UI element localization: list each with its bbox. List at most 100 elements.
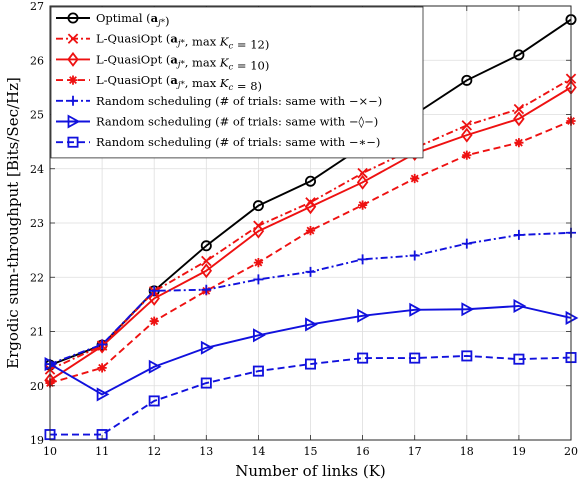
data-point: [461, 74, 473, 86]
y-tick-label: 20: [30, 380, 44, 393]
data-point: [200, 340, 214, 355]
x-tick-label: 20: [564, 445, 578, 458]
y-tick-label: 22: [30, 271, 44, 284]
legend-item: L-QuasiOpt (aj*, max Kc = 12): [56, 32, 269, 52]
data-point: [252, 365, 264, 377]
y-tick-label: 24: [30, 163, 44, 176]
data-point: [357, 308, 370, 323]
legend: Optimal (aj*) L-QuasiOpt (aj*, max Kc = 1…: [50, 6, 424, 159]
x-tick-label: 13: [199, 445, 213, 458]
legend-item: Random scheduling (# of trials: same wit…: [56, 94, 382, 108]
series-4: [45, 116, 576, 388]
legend-label: Random scheduling (# of trials: same wit…: [96, 94, 382, 108]
y-tick-label: 27: [30, 0, 44, 13]
series-line: [49, 86, 572, 382]
data-point: [200, 240, 212, 252]
x-tick-label: 14: [251, 445, 265, 458]
y-tick-label: 19: [30, 434, 44, 447]
data-point: [97, 363, 107, 373]
y-tick-label: 25: [30, 109, 44, 122]
data-point: [304, 358, 316, 370]
data-point: [148, 395, 160, 407]
legend-item: Optimal (aj*): [56, 11, 170, 28]
data-point: [149, 285, 160, 296]
legend-label: L-QuasiOpt (aj*, max Kc = 10): [96, 52, 269, 72]
legend-label: Optimal (aj*): [96, 11, 170, 28]
data-point: [253, 274, 264, 285]
x-tick-label: 18: [460, 445, 474, 458]
data-point: [409, 250, 420, 261]
data-point: [304, 175, 316, 187]
data-point: [409, 302, 423, 317]
legend-marker: [67, 33, 79, 44]
legend-item: L-QuasiOpt (aj*, max Kc = 10): [56, 51, 269, 72]
x-tick-label: 17: [408, 445, 422, 458]
data-point: [461, 120, 473, 131]
legend-label: L-QuasiOpt (aj*, max Kc = 12): [96, 32, 269, 52]
data-point: [513, 298, 527, 314]
y-tick-label: 26: [30, 54, 44, 67]
legend-label: Random scheduling (# of trials: same wit…: [96, 135, 380, 149]
data-point: [358, 200, 368, 210]
data-point: [513, 229, 524, 240]
legend-marker: [67, 136, 79, 148]
x-tick-label: 10: [43, 445, 57, 458]
legend-item: Random scheduling (# of trials: same wit…: [56, 114, 378, 129]
legend-item: L-QuasiOpt (aj*, max Kc = 8): [56, 73, 262, 93]
legend-marker: [67, 114, 81, 129]
legend-label: L-QuasiOpt (aj*, max Kc = 8): [96, 73, 262, 93]
x-tick-label: 15: [304, 445, 318, 458]
legend-marker: [68, 75, 78, 85]
data-point: [97, 339, 108, 350]
series-6: [44, 298, 579, 402]
x-tick-label: 12: [147, 445, 161, 458]
data-point: [462, 150, 472, 160]
x-axis: 10 11 12 13 14 15 16 17 18 19 20: [43, 6, 578, 458]
data-point: [201, 284, 212, 295]
y-axis-title: Ergodic sum-throughput [Bits/Sec/Hz]: [4, 77, 22, 369]
data-point: [253, 258, 263, 268]
data-point: [461, 238, 472, 249]
data-point: [148, 359, 162, 374]
x-axis-title: Number of links (K): [235, 462, 386, 480]
data-point: [96, 387, 110, 402]
data-point: [305, 266, 316, 277]
legend-marker: [67, 51, 79, 67]
data-point: [409, 352, 421, 364]
legend-item: Random scheduling (# of trials: same wit…: [56, 135, 380, 149]
data-point: [357, 167, 368, 179]
series-line: [50, 354, 572, 436]
y-tick-label: 21: [30, 326, 44, 339]
data-point: [148, 290, 160, 306]
legend-box: [50, 6, 424, 159]
x-tick-label: 16: [356, 445, 370, 458]
x-tick-label: 11: [95, 445, 109, 458]
data-point: [410, 173, 420, 184]
data-point: [252, 328, 266, 343]
data-point: [513, 49, 525, 61]
data-point: [357, 352, 369, 364]
data-point: [149, 316, 159, 326]
y-axis: 19 20 21 22 23 24 25 26 27: [30, 0, 571, 447]
data-point: [201, 255, 212, 267]
data-point: [513, 111, 525, 127]
y-tick-label: 23: [30, 217, 44, 230]
data-point: [513, 353, 525, 365]
x-tick-label: 19: [512, 445, 526, 458]
data-point: [252, 200, 264, 212]
series-layer: [44, 14, 579, 441]
data-point: [304, 199, 317, 215]
data-point: [513, 103, 525, 115]
series-line: [49, 120, 572, 384]
data-point: [305, 317, 318, 332]
data-point: [461, 127, 473, 143]
data-point: [461, 350, 473, 362]
data-point: [514, 138, 524, 148]
data-point: [356, 174, 369, 190]
data-point: [357, 254, 368, 265]
data-point: [200, 263, 213, 279]
legend-label: Random scheduling (# of trials: same wit…: [96, 115, 378, 129]
legend-marker: [67, 12, 79, 24]
series-5: [45, 227, 576, 370]
